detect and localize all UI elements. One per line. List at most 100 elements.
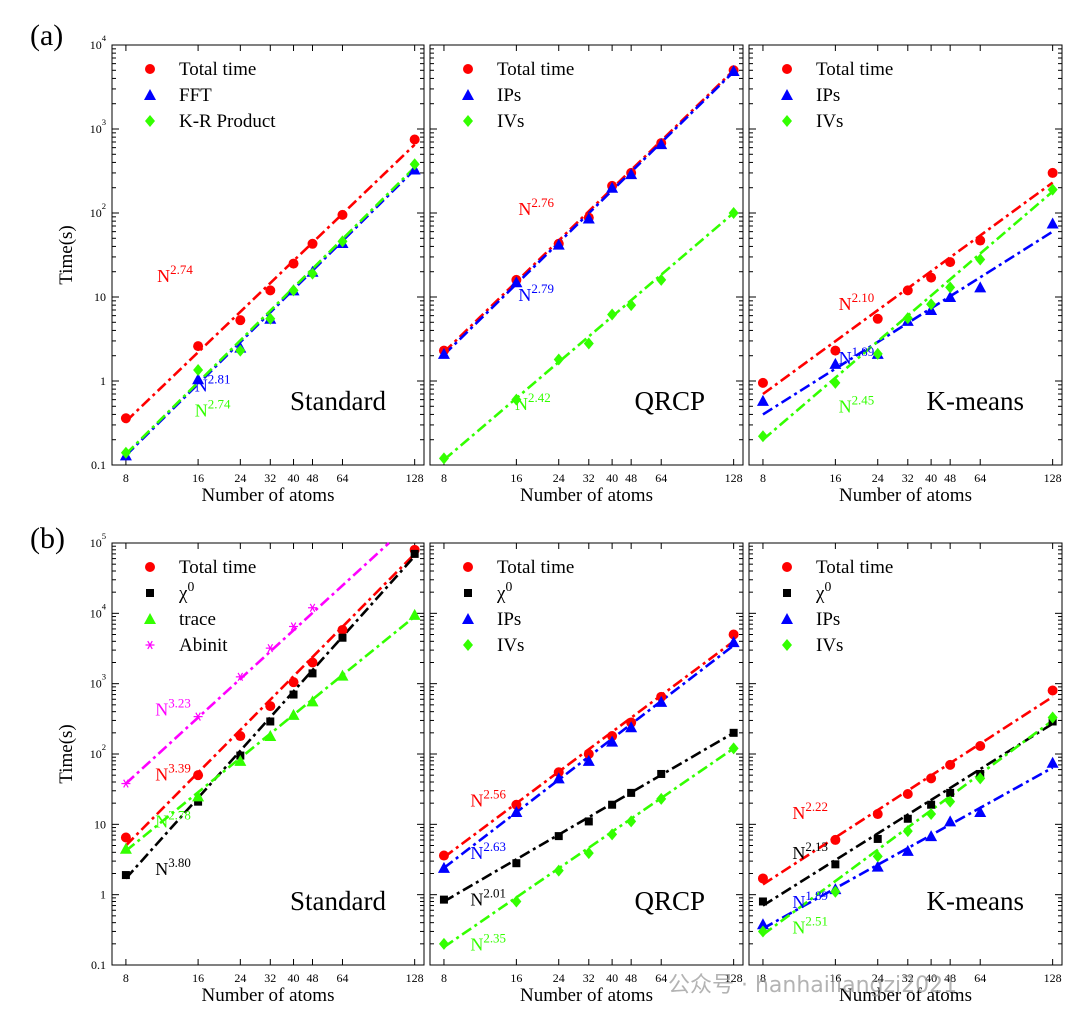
data-point [901,844,914,856]
data-point [657,769,666,778]
data-point [337,624,348,635]
panel-label: (b) [30,522,65,555]
x-tick-label: 40 [606,471,618,485]
series-ivs [757,183,1058,443]
fit-exponent-label: N2.79 [518,281,554,305]
data-point [120,413,131,424]
data-point [552,238,565,250]
plot-frame [748,44,1063,466]
panel-qrcp-row2: 8 16 24 32 40 48 64 128 Number of atoms N2.56 N2.6… [429,542,744,1006]
data-point [926,808,937,821]
data-point [873,834,882,843]
legend-marker [145,562,155,572]
x-tick-label: 24 [234,471,246,485]
method-title: Standard [290,886,386,916]
fit-exponent-label: N3.23 [155,696,191,720]
data-point [193,712,203,721]
fit-exponent-label: N2.01 [470,886,506,910]
x-tick-label: 128 [406,971,424,985]
data-point [727,65,740,77]
legend-marker [462,613,474,624]
data-point [756,394,769,406]
series-trace [119,608,421,854]
panel-standard-row2: 0.1 1 10 102 103 104 105 8 16 24 32 40 48 64 128 Number… [30,522,425,1006]
legend-marker [781,89,793,100]
panel-kmeans-row1: 8 16 24 32 40 48 64 128 Number of atoms N2.10 N1.8… [748,44,1063,506]
fit-line-black [762,722,1054,907]
legend-marker [463,639,473,651]
fit-exponent-label: N2.45 [839,393,875,417]
data-point [584,817,593,826]
legend-marker [145,640,155,650]
fit-exponent-label: N3.80 [155,855,191,879]
x-tick-label: 40 [606,971,618,985]
data-point [438,850,449,861]
data-point [974,805,987,817]
legend-label: Total time [497,59,574,80]
data-point [192,790,205,802]
fit-line-green [762,190,1054,441]
data-point [627,788,636,797]
fit-exponent-label: N2.10 [839,290,875,314]
fit-line-magenta [125,542,390,785]
x-tick-label: 48 [944,471,956,485]
legend-marker [144,613,156,624]
y-tick-label: 0.1 [91,458,106,472]
data-point [831,860,840,869]
legend-label: Abinit [179,635,228,656]
data-point [757,377,768,388]
series-total-time [120,544,420,843]
fit-exponent-label: N1.89 [792,888,828,912]
data-point [121,871,130,880]
data-point [626,299,637,312]
legend-label: χ0 [815,579,831,604]
data-point [1047,183,1058,196]
fit-exponent-label: N2.56 [470,786,506,810]
data-point [120,446,131,459]
y-tick-label: 1 [100,888,106,902]
panel-kmeans-row2: 8 16 24 32 40 48 64 128 Number of atoms N2.22 N2.1… [748,542,1063,1006]
x-tick-label: 8 [760,471,766,485]
data-point [903,814,912,823]
y-tick-label: 102 [90,201,106,220]
fit-exponent-label: N2.42 [515,390,551,414]
data-point [829,357,842,369]
data-point [872,313,883,324]
data-point [830,834,841,845]
legend-marker [782,639,792,651]
data-point [974,281,987,293]
x-tick-label: 16 [829,971,841,985]
data-point [975,235,986,246]
data-point [655,138,668,150]
data-point [1046,217,1059,229]
y-tick-label: 10 [94,290,106,304]
series-k-r-product [120,158,420,459]
y-axis-label: Time(s) [56,724,77,783]
data-point [902,788,913,799]
data-point [552,772,565,784]
fit-exponent-label: N2.35 [470,931,506,955]
data-point [1047,685,1058,696]
x-tick-label: 8 [760,971,766,985]
data-point [194,797,203,806]
x-axis-label: Number of atoms [520,985,653,1006]
data-point [606,735,619,747]
legend-label: χ0 [178,579,194,604]
fit-exponent-label: N2.22 [792,799,828,823]
panel-standard-row1: 0.1 1 10 102 103 104 8 16 24 32 40 48 64 128 Number of… [30,19,425,506]
data-point [234,754,247,766]
method-title: QRCP [634,386,705,416]
x-tick-label: 16 [510,471,522,485]
data-point [308,603,318,612]
data-point [606,181,619,193]
legend-label: Total time [816,557,893,578]
x-tick-label: 64 [655,471,667,485]
x-tick-label: 8 [441,971,447,985]
data-point [287,708,300,720]
data-point [830,376,841,389]
data-point [655,695,668,707]
data-point [582,754,595,766]
